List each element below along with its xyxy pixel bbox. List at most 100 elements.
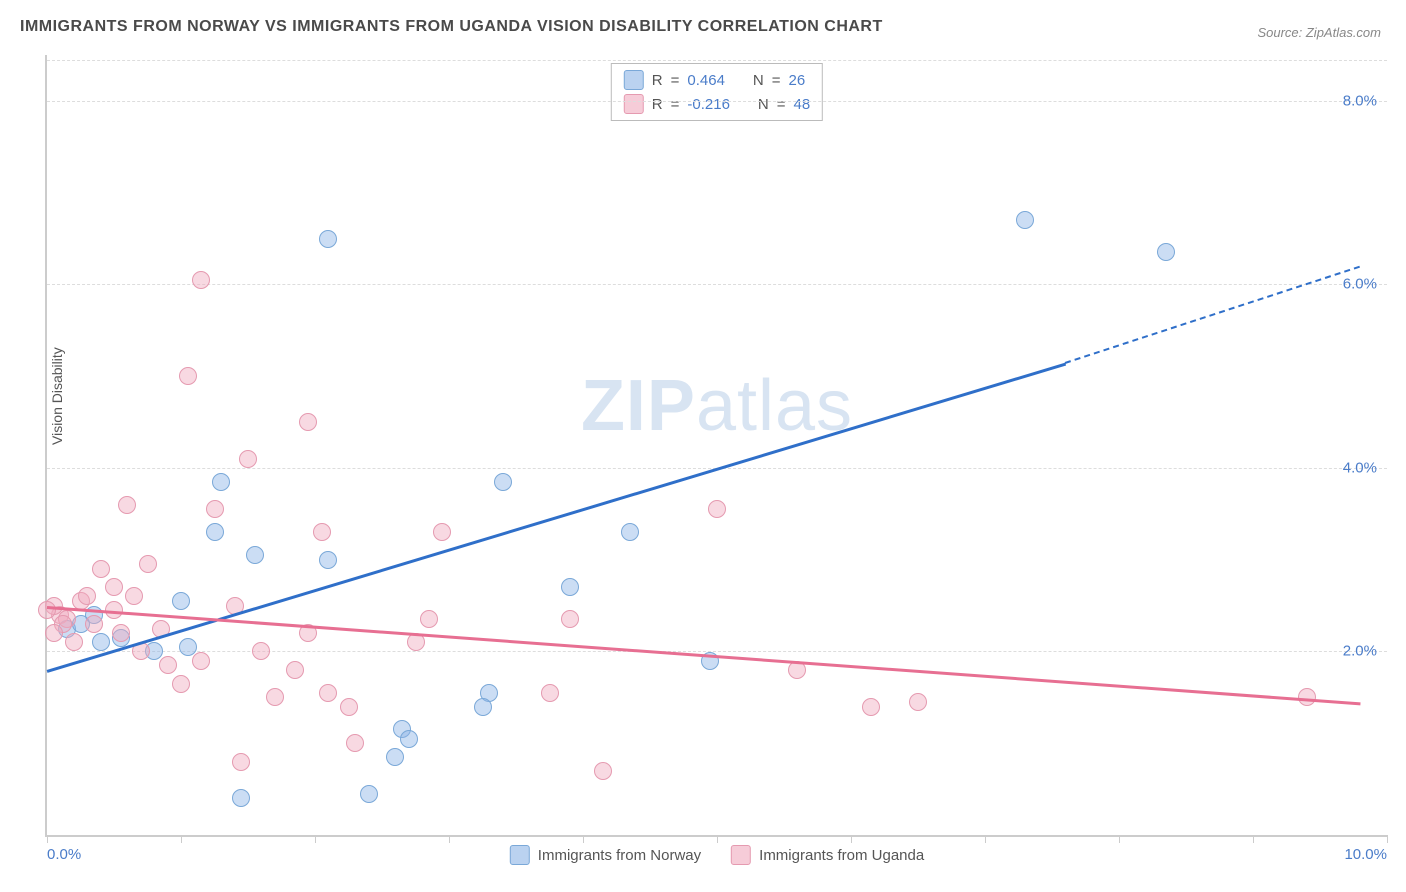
data-point (1016, 211, 1034, 229)
data-point (319, 684, 337, 702)
data-point (92, 560, 110, 578)
eq2: = (772, 72, 781, 89)
data-point (862, 698, 880, 716)
legend-item-norway: Immigrants from Norway (510, 845, 701, 865)
legend-label-norway: Immigrants from Norway (538, 847, 701, 864)
r-label: R (652, 72, 663, 89)
x-tick (181, 835, 182, 843)
data-point (594, 762, 612, 780)
x-tick (47, 835, 48, 843)
data-point (319, 230, 337, 248)
data-point (561, 578, 579, 596)
legend-row-norway: R = 0.464 N = 26 (624, 68, 810, 92)
data-point (561, 610, 579, 628)
data-point (172, 675, 190, 693)
r-value-norway: 0.464 (687, 72, 725, 89)
x-tick (717, 835, 718, 843)
data-point (206, 523, 224, 541)
data-point (319, 551, 337, 569)
data-point (118, 496, 136, 514)
r-label2: R (652, 96, 663, 113)
data-point (266, 688, 284, 706)
data-point (192, 652, 210, 670)
x-tick (315, 835, 316, 843)
swatch-norway-icon (510, 845, 530, 865)
data-point (78, 587, 96, 605)
data-point (286, 661, 304, 679)
data-point (386, 748, 404, 766)
eq: = (671, 72, 680, 89)
source-name: ZipAtlas.com (1306, 25, 1381, 40)
data-point (474, 698, 492, 716)
x-tick-label: 10.0% (1344, 846, 1387, 863)
data-point (125, 587, 143, 605)
legend-label-uganda: Immigrants from Uganda (759, 847, 924, 864)
data-point (346, 734, 364, 752)
swatch-uganda-icon (624, 94, 644, 114)
legend-row-uganda: R = -0.216 N = 48 (624, 92, 810, 116)
data-point (65, 633, 83, 651)
eq4: = (777, 96, 786, 113)
n-label: N (753, 72, 764, 89)
data-point (212, 473, 230, 491)
chart-title: IMMIGRANTS FROM NORWAY VS IMMIGRANTS FRO… (20, 18, 883, 36)
data-point (139, 555, 157, 573)
x-tick (1253, 835, 1254, 843)
data-point (313, 523, 331, 541)
data-point (239, 450, 257, 468)
grid-line (47, 60, 1387, 61)
x-tick (851, 835, 852, 843)
data-point (541, 684, 559, 702)
data-point (909, 693, 927, 711)
y-tick-label: 2.0% (1343, 643, 1377, 660)
data-point (206, 500, 224, 518)
data-point (179, 367, 197, 385)
correlation-legend: R = 0.464 N = 26 R = -0.216 N = 48 (611, 63, 823, 121)
n-value-norway: 26 (789, 72, 806, 89)
data-point (85, 615, 103, 633)
data-point (252, 642, 270, 660)
y-tick-label: 4.0% (1343, 459, 1377, 476)
source-attribution: Source: ZipAtlas.com (1257, 25, 1381, 40)
data-point (708, 500, 726, 518)
data-point (112, 624, 130, 642)
grid-line (47, 101, 1387, 102)
eq3: = (671, 96, 680, 113)
n-value-uganda: 48 (794, 96, 811, 113)
x-tick (1119, 835, 1120, 843)
data-point (400, 730, 418, 748)
data-point (360, 785, 378, 803)
x-tick (583, 835, 584, 843)
watermark-bold: ZIP (581, 366, 696, 446)
swatch-uganda-icon (731, 845, 751, 865)
plot-area: Vision Disability ZIPatlas R = 0.464 N =… (45, 55, 1387, 837)
grid-line (47, 284, 1387, 285)
x-tick (449, 835, 450, 843)
source-label: Source: (1257, 25, 1305, 40)
x-tick (1387, 835, 1388, 843)
data-point (172, 592, 190, 610)
series-legend: Immigrants from Norway Immigrants from U… (510, 845, 924, 865)
watermark: ZIPatlas (581, 365, 853, 447)
data-point (494, 473, 512, 491)
n-label2: N (758, 96, 769, 113)
data-point (1157, 243, 1175, 261)
r-value-uganda: -0.216 (687, 96, 730, 113)
x-tick-label: 0.0% (47, 846, 81, 863)
trend-line (1065, 266, 1360, 364)
data-point (45, 624, 63, 642)
data-point (105, 578, 123, 596)
swatch-norway-icon (624, 70, 644, 90)
data-point (433, 523, 451, 541)
data-point (232, 789, 250, 807)
data-point (232, 753, 250, 771)
legend-item-uganda: Immigrants from Uganda (731, 845, 924, 865)
data-point (621, 523, 639, 541)
grid-line (47, 651, 1387, 652)
y-axis-label: Vision Disability (49, 347, 65, 445)
data-point (38, 601, 56, 619)
trend-line (47, 606, 1360, 705)
data-point (159, 656, 177, 674)
data-point (420, 610, 438, 628)
y-tick-label: 6.0% (1343, 276, 1377, 293)
